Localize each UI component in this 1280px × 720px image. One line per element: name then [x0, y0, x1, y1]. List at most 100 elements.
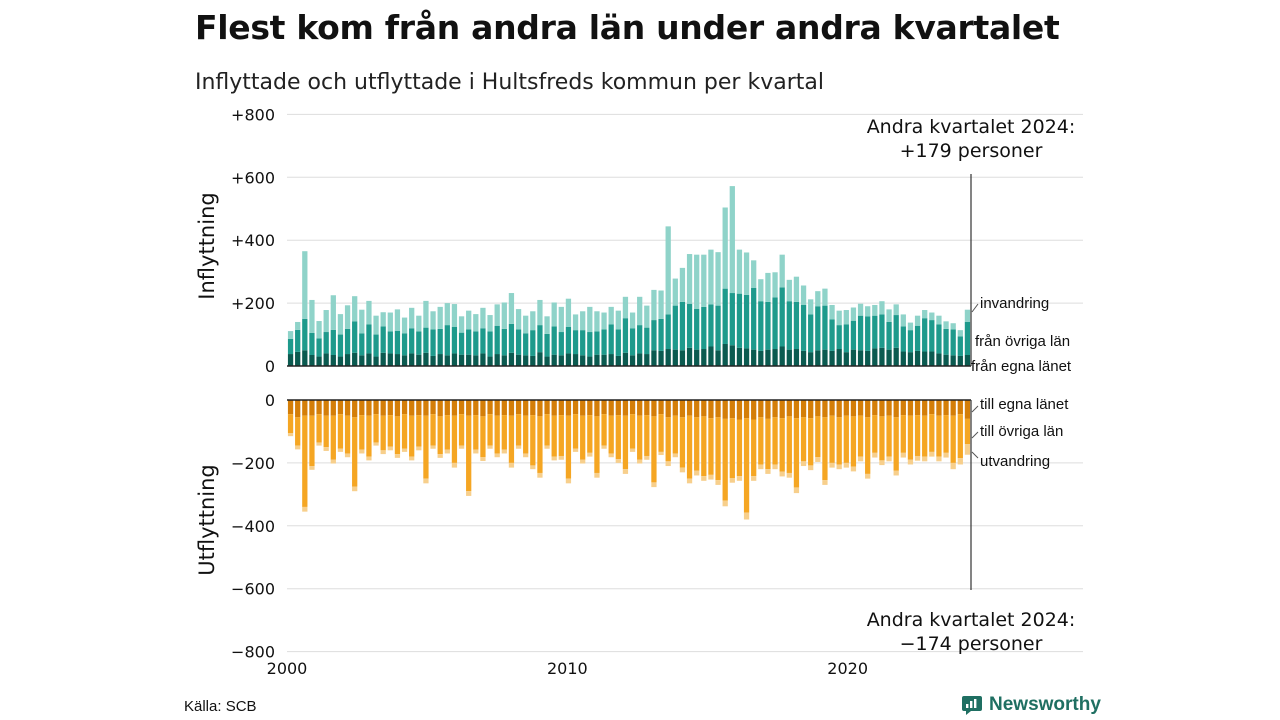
bar-out-1	[786, 416, 792, 473]
bar-out-0	[366, 400, 372, 416]
bar-out-2	[936, 456, 942, 462]
bar-out-0	[957, 400, 963, 415]
axes	[287, 174, 972, 590]
bar-out-2	[822, 480, 828, 485]
bar-out-2	[793, 487, 800, 494]
bar-in-0	[708, 346, 714, 366]
bar-out-2	[736, 476, 743, 481]
bar-out-0	[872, 400, 878, 416]
bar-in-0	[843, 352, 849, 366]
bar-in-2	[444, 303, 450, 326]
bar-in-1	[622, 318, 629, 353]
bar-in-2	[665, 226, 671, 315]
bar-out-0	[950, 400, 956, 416]
bar-out-1	[608, 415, 614, 454]
bar-out-1	[473, 415, 479, 450]
bar-in-0	[309, 354, 315, 366]
bar-out-2	[758, 464, 764, 470]
bar-in-2	[629, 312, 636, 329]
newsworthy-icon	[962, 696, 982, 715]
bar-out-2	[444, 449, 450, 454]
bar-in-2	[373, 315, 379, 335]
bar-in-1	[808, 314, 814, 353]
bar-out-2	[808, 465, 814, 471]
bar-out-0	[565, 400, 572, 416]
bar-out-1	[829, 415, 835, 463]
bar-out-2	[537, 472, 543, 478]
bar-in-0	[544, 356, 550, 366]
bar-out-0	[679, 400, 686, 418]
bar-out-0	[907, 400, 914, 416]
bar-out-0	[736, 400, 743, 420]
y-tick-label: −200	[231, 454, 275, 473]
bar-out-0	[836, 400, 842, 418]
bar-in-0	[808, 352, 814, 366]
brand-logo: Newsworthy	[961, 694, 1101, 716]
bar-out-1	[701, 416, 707, 477]
bar-out-0	[323, 400, 329, 416]
bar-in-2	[957, 330, 963, 337]
bar-out-2	[601, 445, 607, 449]
bar-out-1	[487, 414, 493, 446]
bar-out-1	[601, 414, 607, 446]
bar-out-1	[729, 418, 735, 478]
bar-in-1	[380, 326, 386, 353]
bar-out-2	[950, 462, 956, 470]
x-tick-label: 2010	[547, 659, 588, 678]
bar-out-2	[380, 450, 386, 455]
bar-out-0	[829, 400, 835, 416]
bar-in-0	[558, 355, 564, 366]
bar-out-2	[715, 480, 721, 485]
bar-in-1	[665, 314, 671, 350]
bar-in-0	[622, 352, 629, 366]
bar-in-1	[786, 301, 792, 350]
bar-out-2	[330, 459, 336, 464]
bar-in-1	[344, 328, 351, 355]
bar-out-2	[494, 453, 500, 458]
bar-out-0	[330, 400, 336, 416]
bar-in-2	[843, 310, 849, 325]
bar-out-0	[822, 400, 828, 418]
bar-in-2	[758, 279, 764, 302]
bars-inflyttning	[287, 186, 971, 366]
bar-in-1	[501, 328, 507, 356]
bar-out-1	[344, 415, 351, 454]
bar-out-0	[544, 400, 550, 415]
bar-out-2	[359, 449, 365, 454]
bar-out-1	[352, 417, 358, 487]
bar-out-2	[615, 459, 621, 463]
bar-out-0	[501, 400, 507, 416]
bar-out-0	[537, 400, 543, 417]
bar-in-2	[686, 254, 693, 304]
bar-out-2	[907, 459, 914, 465]
y-tick-label: −800	[231, 643, 275, 662]
bar-in-1	[900, 326, 906, 352]
bar-out-1	[380, 415, 386, 451]
bar-out-0	[886, 400, 892, 416]
bar-out-1	[302, 415, 308, 507]
bar-out-0	[394, 400, 401, 417]
bar-in-0	[323, 353, 329, 366]
bar-out-1	[865, 417, 871, 474]
bar-out-1	[508, 415, 515, 463]
bar-in-0	[344, 354, 351, 366]
bar-in-2	[879, 301, 885, 315]
bar-in-2	[729, 186, 735, 294]
bar-in-1	[580, 330, 586, 356]
bar-in-0	[387, 353, 393, 366]
bar-out-0	[658, 400, 664, 415]
bar-out-2	[800, 461, 807, 467]
bar-in-2	[886, 309, 892, 322]
bar-in-1	[302, 318, 308, 351]
bar-out-0	[651, 400, 657, 417]
bar-in-1	[929, 320, 935, 352]
bar-in-0	[836, 349, 842, 366]
bar-in-0	[594, 354, 600, 366]
bar-in-2	[786, 279, 792, 302]
bar-out-0	[672, 400, 678, 416]
bar-in-0	[765, 349, 771, 366]
bar-out-2	[366, 456, 372, 461]
bar-in-0	[629, 355, 636, 366]
bar-out-0	[629, 400, 636, 415]
